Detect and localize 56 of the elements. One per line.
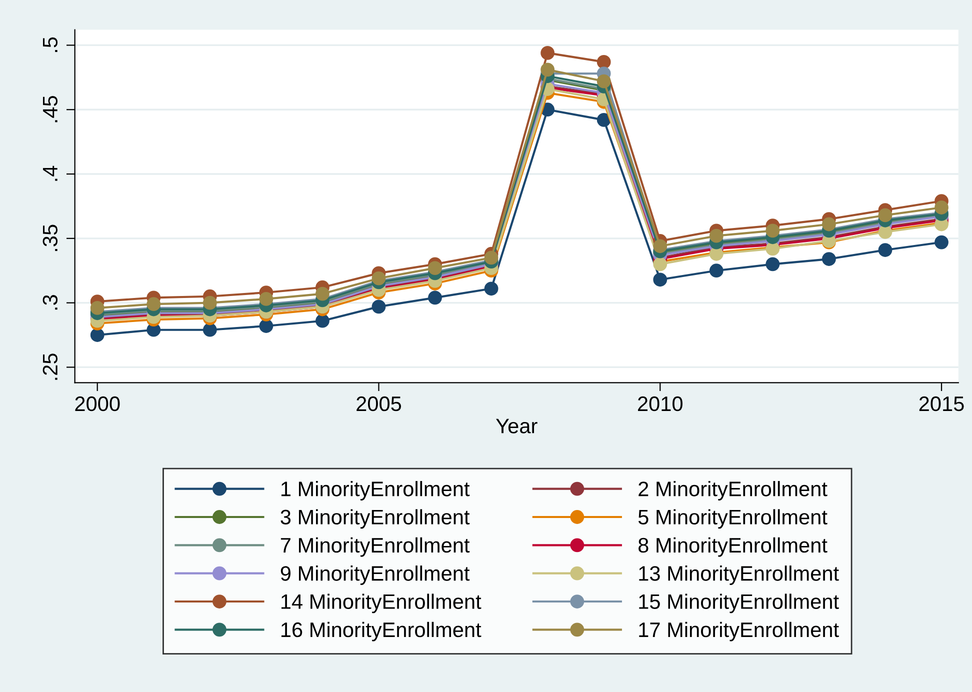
point	[372, 271, 386, 286]
legend-label: 9 MinorityEnrollment	[280, 566, 470, 585]
legend-label: 15 MinorityEnrollment	[639, 594, 839, 614]
point	[540, 62, 555, 77]
point	[596, 55, 611, 69]
point	[934, 235, 948, 250]
point	[653, 257, 668, 272]
point	[709, 264, 724, 278]
x-tick-label: 2015	[919, 396, 964, 412]
y-tick-label: .3	[42, 295, 58, 310]
point	[878, 243, 892, 257]
legend-label: 1 MinorityEnrollment	[281, 481, 470, 500]
point	[259, 292, 274, 306]
point	[146, 297, 161, 312]
point	[766, 224, 780, 238]
legend-label: 13 MinorityEnrollment	[639, 566, 839, 585]
point	[484, 250, 498, 265]
point	[428, 290, 442, 305]
x-tick-label: 2010	[638, 396, 682, 412]
legend-label: 5 MinorityEnrollment	[638, 509, 828, 529]
point	[822, 252, 836, 266]
legend-label: 17 MinorityEnrollment	[639, 622, 839, 642]
y-tick-label: .5	[42, 37, 58, 52]
point	[90, 328, 104, 342]
legend-label: 3 MinorityEnrollment	[280, 509, 470, 529]
legend-label: 7 MinorityEnrollment	[280, 537, 470, 557]
y-tick-label: .4	[42, 166, 58, 181]
point	[653, 272, 668, 287]
point	[766, 257, 780, 272]
point	[372, 300, 386, 314]
point	[596, 112, 611, 127]
point	[709, 228, 724, 243]
x-tick-label: 2005	[356, 396, 402, 412]
y-tick-label: .35	[42, 224, 58, 251]
legend-label: 16 MinorityEnrollment	[281, 622, 482, 642]
x-tick-label: 2000	[75, 396, 120, 412]
point	[934, 200, 948, 214]
point	[596, 74, 611, 88]
point	[878, 208, 892, 222]
point	[540, 46, 555, 60]
point	[202, 296, 217, 310]
legend-label: 8 MinorityEnrollment	[638, 537, 828, 557]
point	[202, 322, 217, 337]
point	[653, 239, 668, 254]
legend-label: 14 MinorityEnrollment	[281, 594, 482, 614]
point	[316, 286, 330, 301]
point	[428, 261, 442, 275]
point	[259, 319, 274, 333]
point	[822, 217, 836, 232]
point	[90, 301, 104, 315]
x-axis-title: Year	[496, 418, 538, 434]
point	[484, 282, 498, 296]
y-tick-label: .45	[42, 96, 58, 122]
legend-label: 2 MinorityEnrollment	[638, 481, 828, 500]
point	[316, 314, 330, 328]
y-tick-label: .25	[42, 354, 58, 380]
